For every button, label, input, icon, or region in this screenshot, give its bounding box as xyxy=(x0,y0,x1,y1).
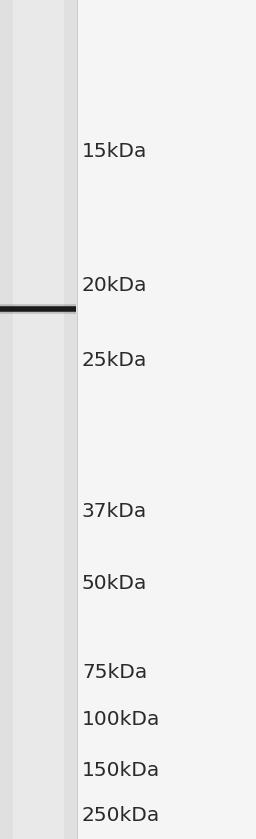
Text: 100kDa: 100kDa xyxy=(82,710,160,728)
Text: 150kDa: 150kDa xyxy=(82,761,160,779)
FancyBboxPatch shape xyxy=(13,0,64,839)
Text: 37kDa: 37kDa xyxy=(82,503,147,521)
Text: 25kDa: 25kDa xyxy=(82,352,147,370)
Text: 20kDa: 20kDa xyxy=(82,276,147,294)
Text: 50kDa: 50kDa xyxy=(82,574,147,592)
FancyBboxPatch shape xyxy=(0,0,77,839)
Text: 250kDa: 250kDa xyxy=(82,806,160,825)
Text: 15kDa: 15kDa xyxy=(82,142,147,160)
Text: 75kDa: 75kDa xyxy=(82,664,147,682)
